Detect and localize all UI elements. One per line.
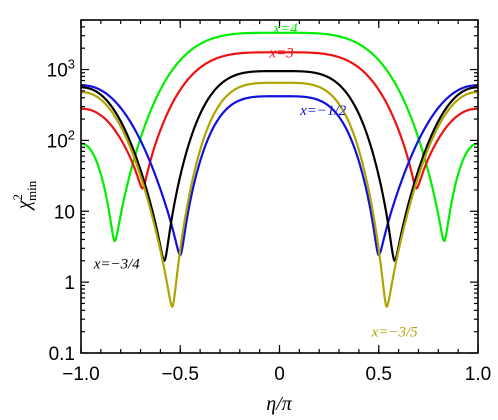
x-tick-label: −1.0 xyxy=(62,364,100,385)
x-tick-label: 1.0 xyxy=(465,364,491,385)
y-tick-label: 102 xyxy=(47,127,75,152)
tick-labels: −1.0 −0.5 0 0.5 1.0 0.1 1 10 102 103 xyxy=(47,57,492,385)
series-line-2 xyxy=(81,84,478,257)
series-curves xyxy=(81,31,478,308)
x-tick-label: −0.5 xyxy=(161,364,199,385)
y-tick-label: 10 xyxy=(54,202,75,223)
series-label-3: x=−3/4 xyxy=(93,257,141,273)
axis-ticks xyxy=(80,19,479,354)
x-axis-title: η/π xyxy=(266,393,292,415)
y-axis-title-sub: min xyxy=(24,180,39,201)
series-line-4 xyxy=(81,81,478,308)
x-tick-label: 0 xyxy=(274,364,285,385)
y-axis-title: χ2min xyxy=(10,180,39,211)
series-labels: x=4 x=3 x=−1/2 x=−3/4 x=−3/5 xyxy=(93,21,418,341)
series-label-1: x=3 xyxy=(268,45,293,61)
series-label-0: x=4 xyxy=(272,21,298,37)
y-axis-title-chi: χ xyxy=(13,199,35,211)
series-line-0 xyxy=(81,31,478,243)
x-tick-label: 0.5 xyxy=(366,364,392,385)
y-axis-title-sup: 2 xyxy=(10,194,25,201)
series-line-1 xyxy=(81,51,478,190)
y-tick-label: 103 xyxy=(47,57,75,82)
series-label-2: x=−1/2 xyxy=(299,103,347,119)
series-label-4: x=−3/5 xyxy=(371,325,419,341)
y-tick-label: 0.1 xyxy=(49,344,75,365)
y-tick-label: 1 xyxy=(64,273,75,294)
series-line-3 xyxy=(81,70,478,262)
